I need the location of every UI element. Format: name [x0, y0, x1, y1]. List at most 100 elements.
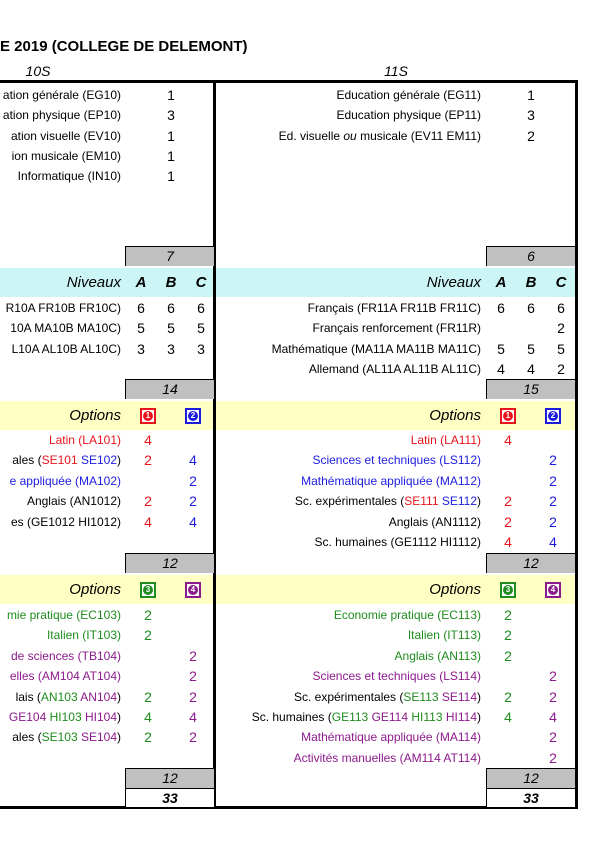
lesson-count: 4 — [549, 709, 557, 725]
label-part: Latin (LA101) — [48, 433, 121, 447]
label-part: ) — [477, 494, 481, 509]
label-part: Sciences et techniques (LS112) — [312, 453, 481, 468]
row-label: Sciences et techniques (LS114) — [312, 668, 481, 684]
badge: 1 — [140, 408, 156, 424]
row-label: elles (AM104 AT104) — [10, 668, 121, 684]
subtotal: 12 — [125, 553, 214, 573]
section-header: Niveaux — [66, 274, 121, 291]
label-part: Education générale (EG11) — [336, 88, 481, 102]
lesson-count: 2 — [144, 688, 152, 705]
badge: 2 — [185, 408, 201, 424]
table-border — [575, 80, 578, 808]
label-part: Français renforcement (FR11R) — [312, 321, 482, 336]
section-header: Options — [429, 581, 481, 598]
subtotal: 14 — [125, 379, 214, 399]
lesson-count: 2 — [189, 647, 197, 664]
section-header: Options — [69, 581, 121, 598]
row-label: ales (SE103 SE104) — [12, 729, 121, 745]
badge: 4 — [545, 582, 561, 598]
label-part: SE101 — [41, 453, 78, 468]
label-part: mie pratique (EC103) — [6, 608, 121, 622]
label-part: SE113 — [403, 689, 439, 704]
label-part: Anglais (AN113) — [394, 648, 481, 663]
lesson-count: 5 — [197, 320, 205, 337]
label-part: HI114 — [445, 710, 477, 724]
label-part: Italien (IT103) — [46, 628, 121, 643]
label-part: ation visuelle (EV10) — [10, 128, 121, 143]
label-part: Economie pratique (EC113) — [333, 608, 481, 622]
lesson-count: 2 — [504, 493, 512, 510]
lesson-count: 2 — [189, 729, 197, 746]
label-part: Allemand (AL11A AL11B AL11C) — [308, 362, 481, 377]
lesson-count: 2 — [549, 472, 557, 489]
label-part: ales ( — [12, 730, 42, 745]
row-label: Latin (LA101) — [49, 432, 121, 448]
header-band — [216, 575, 575, 604]
lesson-count: 4 — [527, 361, 535, 378]
lesson-count: 1 — [167, 147, 175, 164]
row-label: mie pratique (EC103) — [7, 607, 121, 623]
lesson-count: 5 — [497, 340, 505, 357]
section-header: Options — [429, 407, 481, 424]
badge: 1 — [500, 408, 516, 424]
label-part: ) — [477, 710, 481, 724]
row-label: Italien (IT103) — [47, 627, 121, 643]
row-label: Mathématique appliquée (MA112) — [301, 473, 481, 489]
lesson-count: 2 — [144, 493, 152, 510]
badge: 3 — [140, 582, 156, 598]
lesson-count: 2 — [504, 688, 512, 705]
subtotal: 12 — [486, 768, 575, 788]
row-label: Sc. humaines (GE1112 HI1112) — [314, 534, 481, 550]
label-part: ) — [117, 730, 121, 745]
lesson-count: 2 — [549, 493, 557, 510]
lesson-count: 1 — [167, 127, 175, 144]
lesson-count: 4 — [549, 534, 557, 550]
lesson-count: 2 — [549, 668, 557, 685]
label-part: SE114 — [441, 689, 477, 704]
lesson-count: 1 — [527, 87, 535, 103]
label-part: Sc. humaines (GE1112 HI1112) — [314, 535, 481, 549]
label-part: Sc. humaines ( — [251, 710, 332, 724]
label-part: Français (FR11A FR11B FR11C) — [307, 301, 481, 315]
row-label: Anglais (AN1012) — [27, 493, 121, 509]
table-divider — [213, 80, 216, 808]
label-part: ion musicale (EM10) — [11, 148, 121, 163]
lesson-count: 2 — [557, 320, 565, 337]
label-part: Mathématique appliquée (MA114) — [301, 730, 481, 745]
label-part: SE102 — [80, 453, 117, 468]
lesson-count: 3 — [167, 340, 175, 357]
label-part: Activités manuelles (AM114 AT114) — [293, 750, 481, 765]
label-part: GE114 — [371, 710, 409, 724]
header-band — [0, 575, 213, 604]
lesson-count: 5 — [527, 340, 535, 357]
label-part: Sciences et techniques (LS114) — [312, 669, 481, 684]
row-label: Education générale (EG11) — [336, 87, 481, 103]
label-part: L10A AL10B AL10C) — [11, 341, 121, 356]
badge-number: 4 — [188, 585, 198, 595]
subtotal: 15 — [486, 379, 575, 399]
lesson-count: 2 — [189, 472, 197, 489]
label-part: Latin (LA111) — [410, 433, 481, 447]
lesson-count: 2 — [549, 688, 557, 705]
lesson-count: 1 — [167, 87, 175, 103]
lesson-count: 3 — [197, 340, 205, 357]
lesson-count: 4 — [504, 534, 512, 550]
label-part: HI113 — [411, 710, 443, 724]
lesson-count: 2 — [527, 127, 535, 144]
subtotal: 7 — [125, 246, 214, 266]
column-header: 11S — [384, 63, 408, 79]
row-label: Mathématique (MA11A MA11B MA11C) — [272, 341, 481, 357]
row-label: ation générale (EG10) — [3, 87, 121, 103]
row-label: ation physique (EP10) — [3, 107, 121, 123]
lesson-count: 2 — [549, 513, 557, 530]
lesson-count: 6 — [137, 300, 145, 316]
lesson-count: 2 — [504, 647, 512, 664]
row-label: Sc. expérimentales (SE113 SE114) — [294, 689, 481, 705]
label-part: SE111 — [404, 494, 439, 509]
badge-number: 2 — [548, 411, 558, 421]
subtotal: 12 — [125, 768, 214, 788]
badge-number: 3 — [503, 585, 513, 595]
level-header: B — [525, 274, 537, 291]
header-band — [0, 401, 213, 430]
